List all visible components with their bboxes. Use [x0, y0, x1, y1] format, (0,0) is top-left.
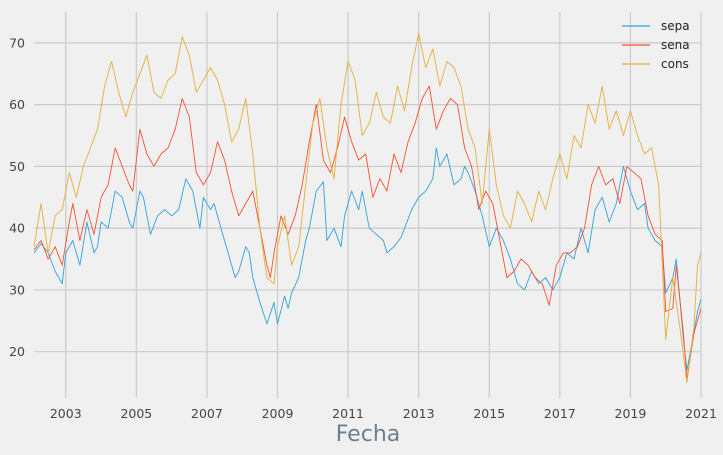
series-lines — [33, 33, 702, 384]
y-tick-label: 70 — [9, 35, 25, 50]
x-tick-label: 2005 — [120, 406, 152, 421]
y-tick-label: 50 — [9, 159, 25, 174]
series-line-cons — [33, 33, 702, 384]
x-tick-label: 2009 — [262, 406, 294, 421]
legend: sepa sena cons — [622, 19, 690, 71]
x-axis-label: Fecha — [336, 422, 401, 447]
y-tick-label: 40 — [9, 221, 25, 236]
y-tick-label: 30 — [9, 282, 25, 297]
x-tick-label: 2021 — [685, 406, 717, 421]
y-tick-label: 20 — [9, 344, 25, 359]
legend-label-cons: cons — [661, 57, 689, 71]
x-tick-label: 2007 — [191, 406, 223, 421]
series-line-sena — [33, 85, 702, 380]
series-line-sepa — [33, 147, 702, 371]
x-tick-label: 2019 — [615, 406, 647, 421]
x-tick-labels: 2003 2005 2007 2009 2011 2013 2015 2017 2019 2021 — [50, 406, 717, 421]
x-tick-label: 2017 — [544, 406, 576, 421]
x-tick-label: 2015 — [473, 406, 505, 421]
legend-label-sena: sena — [661, 38, 690, 52]
y-tick-labels: 20 30 40 50 60 70 — [9, 35, 25, 359]
x-tick-label: 2013 — [403, 406, 435, 421]
legend-label-sepa: sepa — [661, 19, 690, 33]
x-tick-label: 2003 — [50, 406, 82, 421]
y-tick-label: 60 — [9, 97, 25, 112]
x-tick-label: 2011 — [332, 406, 364, 421]
